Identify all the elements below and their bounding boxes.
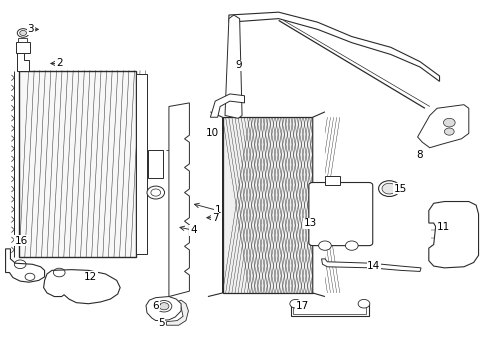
Text: 9: 9	[235, 60, 242, 70]
Text: 17: 17	[295, 301, 308, 311]
Polygon shape	[5, 249, 44, 282]
Polygon shape	[210, 94, 244, 117]
Text: 6: 6	[152, 301, 159, 311]
Circle shape	[17, 29, 29, 37]
Polygon shape	[146, 297, 181, 320]
Bar	[148, 149, 163, 178]
Circle shape	[444, 128, 453, 135]
Circle shape	[357, 300, 369, 308]
Bar	[222, 117, 312, 293]
Text: 14: 14	[366, 261, 380, 271]
Text: 12: 12	[84, 272, 97, 282]
Circle shape	[318, 241, 330, 250]
Circle shape	[443, 118, 454, 127]
Circle shape	[151, 189, 160, 196]
Text: 3: 3	[27, 24, 34, 35]
Polygon shape	[207, 112, 222, 297]
Polygon shape	[321, 259, 420, 271]
Polygon shape	[428, 202, 478, 268]
Circle shape	[20, 31, 26, 36]
Polygon shape	[168, 103, 189, 297]
Text: 2: 2	[56, 58, 62, 68]
Text: 10: 10	[206, 129, 219, 138]
Text: 8: 8	[416, 150, 423, 160]
Circle shape	[156, 301, 171, 312]
Bar	[18, 38, 27, 42]
Polygon shape	[43, 270, 120, 304]
Polygon shape	[228, 12, 439, 81]
Text: 4: 4	[190, 225, 196, 235]
Text: 1: 1	[214, 206, 221, 216]
Text: 11: 11	[436, 222, 449, 231]
Polygon shape	[17, 53, 29, 71]
Text: 16: 16	[15, 236, 28, 246]
Circle shape	[381, 183, 396, 194]
Circle shape	[147, 186, 164, 199]
Bar	[19, 71, 136, 257]
Circle shape	[159, 303, 168, 310]
Bar	[136, 74, 147, 253]
Text: 15: 15	[393, 184, 407, 194]
Circle shape	[345, 241, 357, 250]
Circle shape	[289, 300, 301, 308]
FancyBboxPatch shape	[308, 183, 372, 246]
Polygon shape	[224, 15, 242, 118]
Circle shape	[378, 181, 399, 197]
Bar	[325, 176, 339, 185]
Text: 7: 7	[211, 213, 218, 222]
Polygon shape	[166, 300, 188, 325]
Polygon shape	[417, 105, 468, 148]
Text: 5: 5	[158, 319, 164, 328]
Bar	[16, 42, 30, 53]
Polygon shape	[312, 112, 325, 297]
Text: 13: 13	[303, 218, 316, 228]
